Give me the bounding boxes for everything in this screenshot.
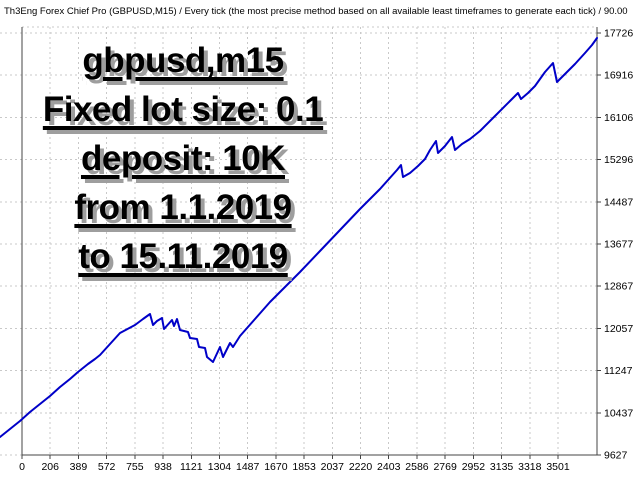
x-axis-label: 3318 xyxy=(518,461,542,473)
x-axis-label: 1121 xyxy=(180,461,203,473)
x-axis-label: 206 xyxy=(41,461,59,473)
y-axis-label: 14487 xyxy=(604,196,633,208)
x-axis-label: 3135 xyxy=(490,461,514,473)
x-axis-label: 1853 xyxy=(292,461,316,473)
x-axis-label: 938 xyxy=(154,461,172,473)
x-axis-label: 755 xyxy=(126,461,144,473)
chart-title-text: Th3Eng Forex Chief Pro (GBPUSD,M15) / Ev… xyxy=(4,5,628,17)
y-axis-label: 12867 xyxy=(604,281,633,293)
x-axis-label: 1304 xyxy=(208,461,232,473)
x-axis-label: 2220 xyxy=(349,461,373,473)
x-axis-label: 2586 xyxy=(405,461,429,473)
y-axis-label: 17726 xyxy=(604,28,633,40)
y-axis-label: 11247 xyxy=(604,365,633,377)
balance-curve-line xyxy=(0,37,598,438)
y-axis-label: 10437 xyxy=(604,407,633,419)
y-axis-label: 13677 xyxy=(604,239,633,251)
x-axis-label: 3501 xyxy=(546,461,570,473)
y-axis-label: 15296 xyxy=(604,154,633,166)
x-axis-label: 2952 xyxy=(462,461,486,473)
chart-title-bar: Th3Eng Forex Chief Pro (GBPUSD,M15) / Ev… xyxy=(0,0,640,22)
x-axis-label: 1487 xyxy=(236,461,260,473)
x-axis-label: 2403 xyxy=(377,461,401,473)
x-axis-label: 2037 xyxy=(321,461,345,473)
y-axis-label: 9627 xyxy=(604,450,628,462)
x-axis-label: 0 xyxy=(19,461,25,473)
y-axis-label: 12057 xyxy=(604,323,633,335)
x-axis-label: 389 xyxy=(70,461,88,473)
x-axis-label: 1670 xyxy=(264,461,288,473)
y-axis-label: 16916 xyxy=(604,70,633,82)
x-axis-label: 2769 xyxy=(433,461,457,473)
x-axis-label: 572 xyxy=(98,461,116,473)
y-axis-label: 16106 xyxy=(604,112,633,124)
